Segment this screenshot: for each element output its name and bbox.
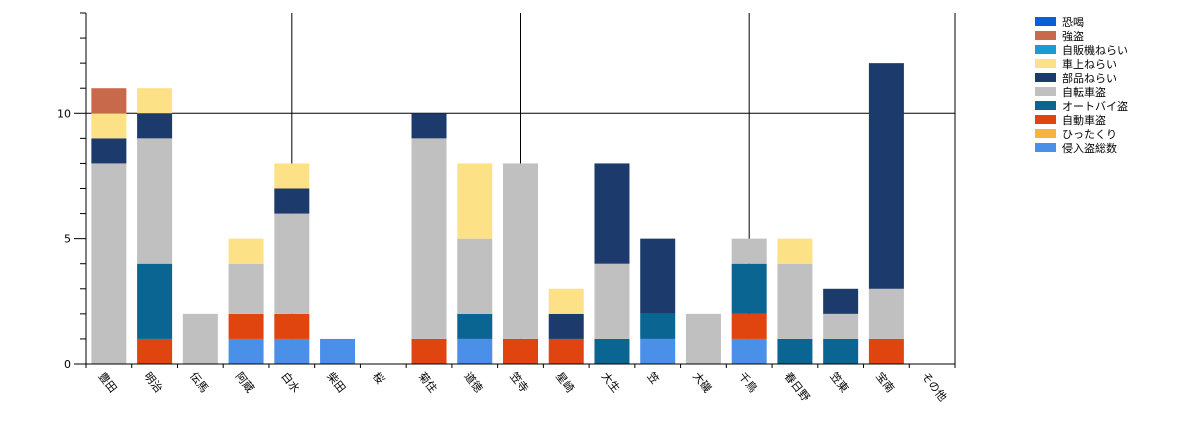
legend-label: 車上ねらい xyxy=(1062,57,1117,71)
bar-segment xyxy=(457,313,493,339)
bar-segment xyxy=(777,238,813,264)
bar-segment xyxy=(823,338,859,364)
x-category-label: 宝南 xyxy=(873,369,898,395)
bar-segment xyxy=(868,63,904,289)
bar-segment xyxy=(548,338,584,364)
bar-segment xyxy=(274,213,310,314)
bar-segment xyxy=(594,338,630,364)
legend-label: ひったくり xyxy=(1062,128,1117,141)
bar-segment xyxy=(228,313,264,339)
legend-swatch xyxy=(1035,143,1056,152)
y-tick-label: 5 xyxy=(64,233,71,246)
y-tick-label: 0 xyxy=(64,358,71,371)
legend-label: オートバイ盗 xyxy=(1062,100,1128,113)
x-category-label: 大磯 xyxy=(690,369,715,395)
legend-label: 自販機ねらい xyxy=(1062,43,1128,57)
x-category-label: 菊住 xyxy=(416,369,441,395)
x-category-label: 笠寺 xyxy=(507,369,532,395)
x-category-label: 道徳 xyxy=(461,369,486,395)
x-category-label: 桜 xyxy=(370,369,388,386)
legend-swatch xyxy=(1035,101,1056,110)
legend-label: 部品ねらい xyxy=(1062,71,1117,85)
bar-segment xyxy=(731,338,767,364)
bar-segment xyxy=(685,313,721,364)
bar-segment xyxy=(320,338,356,364)
legend-swatch xyxy=(1035,73,1056,82)
bar-segment xyxy=(182,313,218,364)
bar-segment xyxy=(777,338,813,364)
legend-swatch xyxy=(1035,31,1056,40)
legend-swatch xyxy=(1035,59,1056,68)
bar-segment xyxy=(137,263,173,339)
x-category-label: その他 xyxy=(919,370,950,404)
x-category-label: 明治 xyxy=(141,369,166,395)
legend-swatch xyxy=(1035,129,1056,138)
axes xyxy=(74,12,956,368)
legend-swatch xyxy=(1035,17,1056,26)
bar-segment xyxy=(731,263,767,314)
bar-segment xyxy=(868,288,904,339)
bar-segment xyxy=(274,338,310,364)
x-category-label: 豊田 xyxy=(96,370,120,395)
bar-segment xyxy=(274,188,310,214)
x-category-label: 柴田 xyxy=(324,369,349,395)
legend-label: 強盗 xyxy=(1062,30,1084,43)
bar-segment xyxy=(91,113,127,139)
legend-label: 自動車盗 xyxy=(1062,113,1106,127)
bar-segment xyxy=(823,288,859,314)
bar-segment xyxy=(823,313,859,339)
x-category-label: 伝馬 xyxy=(187,370,211,395)
bar-segment xyxy=(137,338,173,364)
x-category-label: 千鳥 xyxy=(736,369,761,395)
bar-segment xyxy=(91,138,127,164)
bar-segment xyxy=(640,238,676,314)
bar-segment xyxy=(457,338,493,364)
bar-segment xyxy=(411,113,447,139)
bar-segment xyxy=(137,113,173,139)
x-category-label: 笠東 xyxy=(827,369,852,395)
bar-segment xyxy=(137,138,173,264)
legend-swatch xyxy=(1035,115,1056,124)
x-category-label: 笠 xyxy=(644,369,662,386)
legend-swatch xyxy=(1035,45,1056,54)
y-tick-label: 10 xyxy=(57,107,71,120)
bar-segment xyxy=(228,338,264,364)
bar-segment xyxy=(457,238,493,314)
legend-label: 自転車盗 xyxy=(1062,85,1106,99)
bar-segment xyxy=(411,138,447,339)
bar-segment xyxy=(640,313,676,339)
bar-segment xyxy=(594,263,630,339)
x-category-label: 白水 xyxy=(278,369,303,395)
bar-segment xyxy=(228,263,264,314)
x-category-label: 春日野 xyxy=(782,370,813,404)
bar-segment xyxy=(548,288,584,314)
bars xyxy=(91,63,904,364)
bar-segment xyxy=(274,313,310,339)
bar-segment xyxy=(91,88,127,114)
x-category-label: 星崎 xyxy=(553,369,578,395)
bar-segment xyxy=(503,163,538,339)
x-category-label: 大生 xyxy=(599,369,624,395)
bar-segment xyxy=(731,313,767,339)
bar-segment xyxy=(594,163,630,264)
bar-segment xyxy=(457,163,493,239)
legend-label: 侵入盗総数 xyxy=(1062,141,1117,155)
bar-segment xyxy=(640,338,676,364)
legend-label: 恐喝 xyxy=(1062,16,1084,29)
legend: 恐喝強盗自販機ねらい車上ねらい部品ねらい自転車盗オートバイ盗自動車盗ひったくり侵… xyxy=(1035,16,1128,155)
bar-segment xyxy=(731,238,767,264)
bar-segment xyxy=(91,163,127,364)
bar-segment xyxy=(503,338,538,364)
bar-segment xyxy=(274,163,310,189)
x-category-label: 阿蔵 xyxy=(233,370,257,395)
bar-segment xyxy=(411,338,447,364)
bar-segment xyxy=(868,338,904,364)
bar-segment xyxy=(777,263,813,339)
bar-segment xyxy=(548,313,584,339)
bar-segment xyxy=(137,88,173,114)
legend-swatch xyxy=(1035,87,1056,96)
bar-segment xyxy=(228,238,264,264)
